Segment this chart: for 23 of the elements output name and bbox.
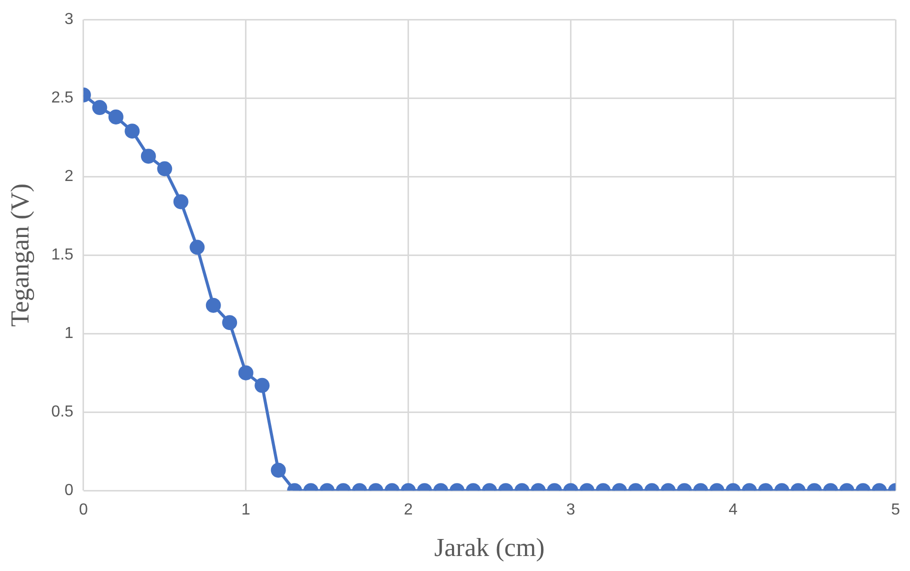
y-tick-label: 2.5 xyxy=(51,90,74,107)
point xyxy=(92,100,108,116)
x-tick-label: 2 xyxy=(404,502,413,519)
point xyxy=(140,148,156,164)
x-tick-label: 5 xyxy=(891,502,900,519)
x-axis-title: Jarak (cm) xyxy=(434,533,545,562)
x-tick-label: 4 xyxy=(728,502,738,519)
point xyxy=(173,194,188,210)
point xyxy=(124,124,140,139)
y-tick-label: 1 xyxy=(64,325,74,342)
y-tick-label: 0.5 xyxy=(51,404,74,421)
point xyxy=(190,240,205,255)
point xyxy=(206,298,221,313)
point xyxy=(108,109,124,124)
y-tick-label: 1.5 xyxy=(51,246,74,264)
x-tick-label: 3 xyxy=(566,502,576,519)
y-tick-label: 0 xyxy=(64,482,74,500)
x-tick-label: 0 xyxy=(78,502,88,519)
y-axis-title: Tegangan (V) xyxy=(5,183,34,327)
point xyxy=(157,161,172,176)
y-tick-label: 2 xyxy=(64,168,74,186)
x-tick-label: 1 xyxy=(241,502,250,519)
y-tick-label: 3 xyxy=(64,11,74,28)
